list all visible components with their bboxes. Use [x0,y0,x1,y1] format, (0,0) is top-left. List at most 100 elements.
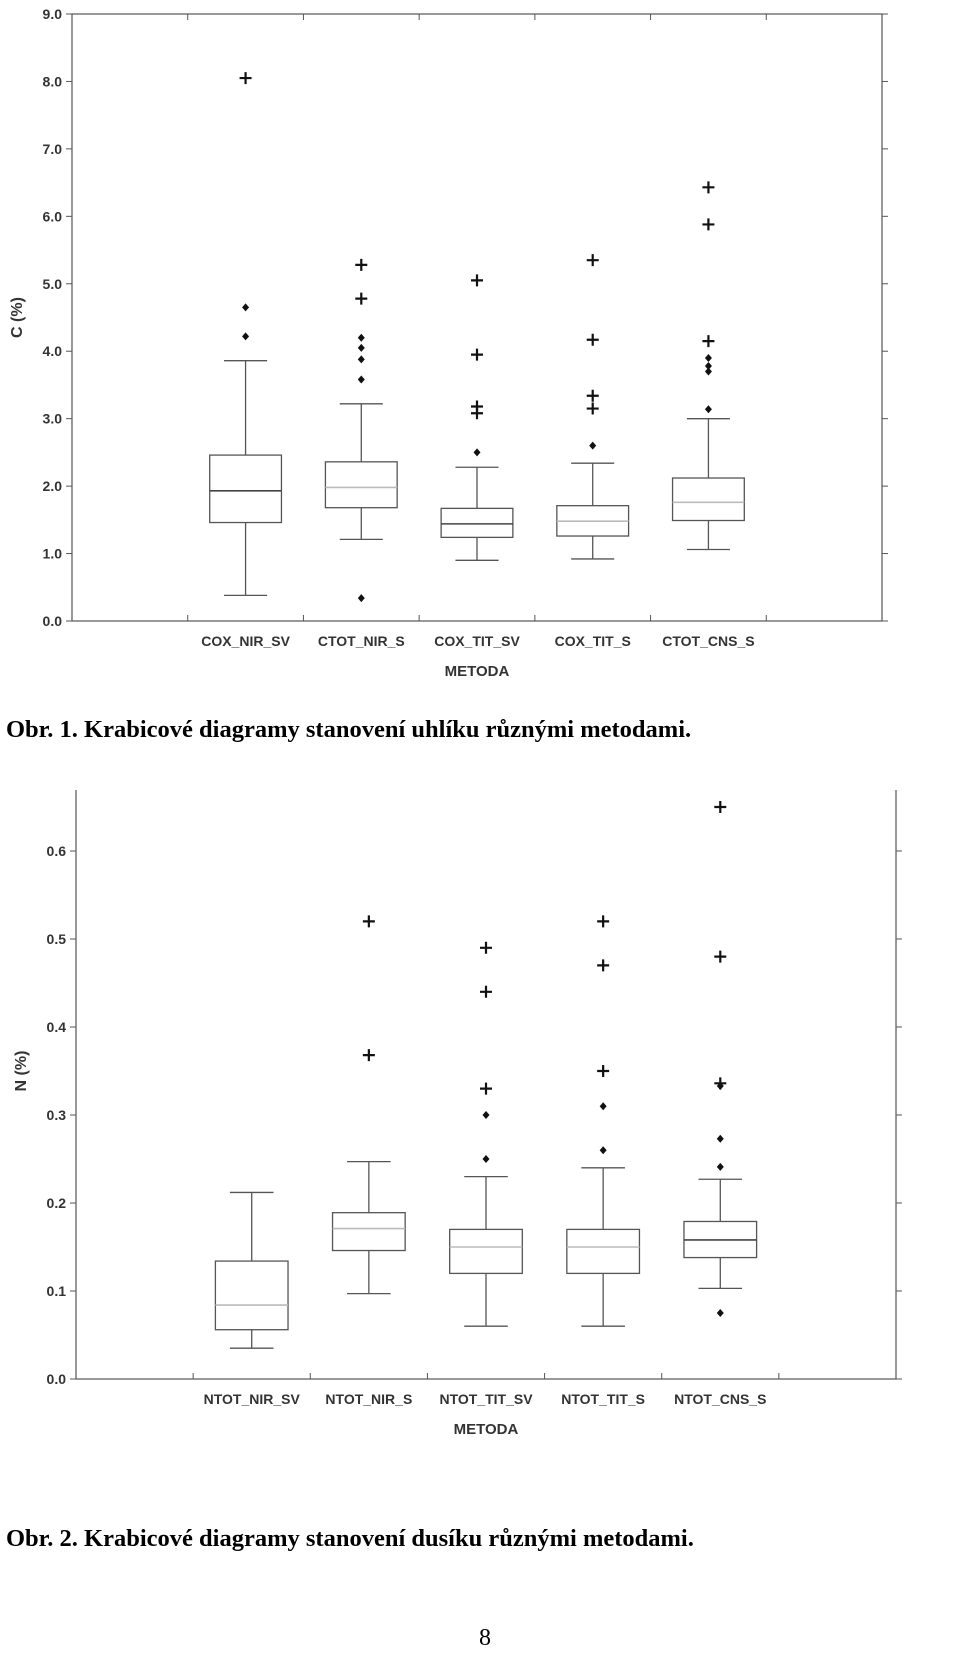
extreme-point [702,181,715,194]
outlier-point [704,353,712,362]
figure-1-caption: Obr. 1. Krabicové diagramy stanovení uhl… [6,716,692,743]
page-number: 8 [479,1625,491,1651]
y-tick-label: 0.0 [47,1371,67,1387]
extreme-point [714,950,727,963]
y-tick-label: 4.0 [43,343,63,359]
x-category-label: COX_TIT_S [555,633,631,649]
outlier-point [716,1309,724,1317]
y-tick-label: 0.0 [43,613,63,629]
y-tick-label: 0.2 [47,1195,67,1211]
extreme-point [471,274,483,287]
extreme-point [597,1065,610,1077]
extreme-point [362,1049,375,1062]
extreme-point [355,292,368,305]
y-tick-label: 0.3 [47,1107,67,1123]
y-tick-label: 6.0 [43,208,63,224]
box-cox-tit-s [556,462,630,560]
x-category-label: NTOT_TIT_SV [439,1391,533,1407]
iqr-box [214,1260,289,1331]
y-tick-label: 5.0 [43,276,63,292]
carbon-boxplot-figure: 0.0 1.0 2.0 3.0 4.0 5.0 6.0 7.0 8.0 9.0 COX_NIR_SV… [0,0,930,715]
outlier-point [589,441,597,450]
outlier-point [357,375,365,384]
y-tick-label: 8.0 [43,73,63,89]
outlier-point [716,1134,724,1143]
box-ntot-tit-sv [449,1175,523,1327]
outlier-point [704,367,712,376]
iqr-box [324,461,398,509]
x-category-label: CTOT_NIR_S [318,633,405,649]
nitrogen-boxplot: 0.00.10.20.30.40.50.60.7NTOT_NIR_SVNTOT_… [13,755,902,1438]
extreme-point [355,258,368,271]
outlier-point [599,1102,607,1111]
extreme-point [362,915,375,928]
iqr-box [331,1212,406,1252]
extreme-point [471,348,483,361]
x-category-label: COX_NIR_SV [201,633,290,649]
extreme-point [471,407,483,420]
outlier-point [242,303,250,312]
y-tick-label: 7.0 [43,141,63,157]
nitrogen-boxplot-figure: 0.00.10.20.30.40.50.60.7NTOT_NIR_SVNTOT_… [0,755,960,1535]
y-tick-label: 1.0 [43,546,63,562]
figure-2-caption: Obr. 2. Krabicové diagramy stanovení dus… [6,1525,694,1552]
y-tick-label: 0.4 [47,1019,67,1035]
outlier-point [599,1146,607,1155]
extreme-point [586,333,599,346]
extreme-point [714,801,727,813]
outlier-point [716,1162,724,1171]
box-cox-tit-sv [440,466,514,561]
x-category-label: NTOT_NIR_S [325,1391,412,1407]
outlier-point [473,448,481,457]
box-ntot-nir-sv [214,1191,289,1349]
iqr-box [671,477,745,522]
y-axis-title: C (%) [9,297,26,338]
extreme-point [597,959,610,972]
outlier-point [357,343,365,352]
carbon-boxplot: 0.0 1.0 2.0 3.0 4.0 5.0 6.0 7.0 8.0 9.0 COX_NIR_SV… [9,6,888,680]
box-ntot-tit-s [566,1167,641,1327]
outlier-point [482,1111,490,1119]
outlier-point [242,332,250,341]
outlier-point [357,333,365,342]
x-axis-title: METODA [445,663,510,680]
x-category-label: NTOT_NIR_SV [204,1391,301,1407]
y-tick-label: 3.0 [43,411,63,427]
x-category-label: CTOT_CNS_S [662,633,754,649]
x-category-label: NTOT_TIT_S [561,1391,645,1407]
outlier-point [716,1081,724,1090]
y-tick-label: 2.0 [43,478,63,494]
outlier-point [482,1155,490,1163]
plot-frame [71,13,883,622]
box-cox-nir-sv [209,360,283,597]
extreme-point [239,72,252,85]
y-tick-label: 0.1 [47,1283,67,1299]
extreme-point [702,335,715,348]
iqr-box [566,1228,641,1275]
iqr-box [449,1228,523,1275]
outlier-point [704,362,712,371]
extreme-point [702,218,715,231]
outlier-point [357,594,365,603]
extreme-point [480,941,492,954]
y-axis-title: N (%) [13,1051,30,1092]
x-category-label: COX_TIT_SV [434,633,520,649]
iqr-box [440,507,514,539]
extreme-point [586,402,599,415]
iqr-box [209,454,283,524]
box-ctot-nir-s [324,403,398,541]
y-tick-label: 9.0 [43,6,63,22]
extreme-point [586,389,599,402]
box-ctot-cns-s [671,418,745,551]
y-tick-label: 0.5 [47,931,67,947]
extreme-point [597,915,610,928]
outlier-point [704,405,712,414]
extreme-point [586,254,599,267]
y-tick-label: 0.6 [47,843,67,859]
outlier-point [357,355,365,364]
extreme-point [480,985,492,998]
extreme-point [480,1082,492,1095]
x-axis-title: METODA [454,1421,519,1438]
box-ntot-nir-s [331,1160,406,1295]
x-category-label: NTOT_CNS_S [674,1391,766,1407]
